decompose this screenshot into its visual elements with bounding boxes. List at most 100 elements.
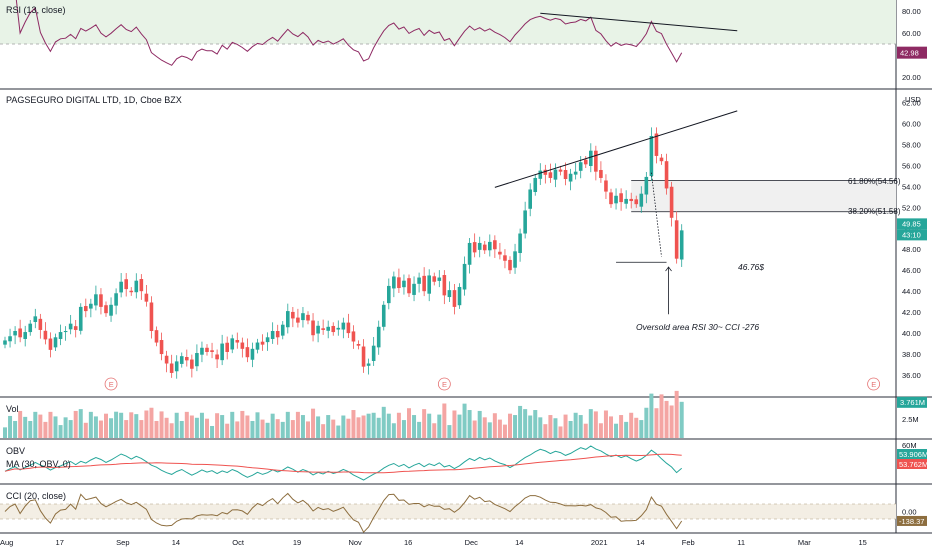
volume-bar — [482, 417, 487, 438]
price-tick-label: 46.00 — [902, 266, 921, 275]
volume-pane[interactable] — [3, 390, 684, 438]
obv-pane[interactable] — [4, 445, 683, 481]
volume-bar — [194, 417, 199, 438]
obv-last-value: 53.906M — [899, 450, 928, 459]
candle-body — [609, 192, 613, 205]
candle-body — [553, 169, 558, 180]
volume-bar — [654, 408, 659, 438]
volume-bar — [664, 400, 669, 438]
volume-bar — [28, 420, 33, 438]
candle-body — [488, 241, 492, 251]
rsi-pane[interactable] — [0, 0, 896, 66]
candle-body — [159, 340, 164, 355]
cci-last-badge — [897, 515, 927, 526]
candle-body — [240, 342, 245, 349]
volume-bar — [442, 403, 447, 438]
candle-body — [164, 355, 169, 364]
volume-bar — [477, 410, 482, 438]
volume-bar — [109, 418, 114, 438]
cci-line — [4, 492, 683, 534]
volume-bar — [513, 415, 518, 438]
x-tick-label: 14 — [515, 538, 523, 547]
volume-bar — [538, 417, 543, 438]
volume-bar — [326, 415, 331, 438]
price-tick-label: 42.00 — [902, 308, 921, 317]
volume-bar — [614, 423, 619, 438]
x-tick-label: Sep — [116, 538, 129, 547]
rsi-last-badge — [897, 46, 927, 59]
volume-bar — [124, 420, 129, 438]
volume-bar — [644, 407, 649, 438]
volume-bar — [422, 409, 427, 438]
candle-body — [195, 353, 199, 367]
volume-bar — [492, 413, 497, 438]
volume-bar — [275, 419, 280, 438]
volume-bar — [48, 411, 53, 438]
candle-body — [619, 193, 623, 203]
x-tick-label: Dec — [465, 538, 479, 547]
volume-bar — [467, 410, 472, 438]
x-tick-label: Feb — [682, 538, 695, 547]
candle-body — [250, 348, 255, 360]
candle-body — [301, 313, 305, 321]
volume-last-value: 3.761M — [900, 398, 925, 407]
x-tick-label: Aug — [0, 538, 13, 547]
volume-bar — [321, 424, 326, 438]
volume-bar — [144, 410, 149, 438]
candle-body — [528, 189, 532, 209]
volume-bar — [588, 409, 593, 438]
candle-body — [270, 331, 275, 339]
cci-pane[interactable] — [0, 492, 896, 534]
volume-bar — [371, 412, 376, 438]
candle-body — [589, 150, 593, 167]
volume-bar — [250, 420, 255, 438]
volume-bar — [629, 412, 634, 438]
volume-bar — [179, 420, 184, 438]
obv-tick-label: 60M — [902, 441, 917, 450]
candle-body — [28, 323, 33, 333]
volume-bar — [528, 415, 533, 438]
volume-bar — [472, 420, 477, 438]
candle-body — [291, 311, 295, 319]
candle-body — [84, 306, 88, 312]
volume-bar — [401, 420, 406, 438]
annotation-arrowhead — [665, 266, 672, 272]
candle-body — [139, 279, 144, 292]
volume-bar — [98, 420, 103, 438]
candle-body — [210, 350, 214, 352]
countdown-value: 43:10 — [902, 230, 921, 239]
candle-body — [185, 357, 189, 361]
volume-bar — [88, 411, 93, 438]
last-price-badge — [897, 218, 927, 230]
candle-body — [38, 318, 43, 330]
rsi-line — [15, 0, 683, 66]
volume-bar — [341, 415, 346, 438]
candle-body — [664, 161, 669, 189]
volume-bar — [543, 424, 548, 438]
drop-dotted-line — [651, 172, 662, 257]
price-title: PAGSEGURO DIGITAL LTD, 1D, Cboe BZX — [6, 95, 182, 105]
price-tick-label: 36.00 — [902, 371, 921, 380]
candle-body — [583, 159, 588, 165]
volume-bar — [93, 416, 98, 438]
candle-body — [154, 330, 159, 343]
volume-bar — [603, 410, 608, 438]
candle-body — [73, 326, 78, 330]
volume-bar — [497, 419, 502, 438]
volume-bar — [346, 418, 351, 438]
volume-bar — [189, 415, 194, 438]
volume-bar — [184, 411, 189, 438]
candle-body — [599, 169, 603, 178]
candle-body — [629, 198, 633, 202]
candle-body — [472, 242, 477, 253]
volume-bar — [270, 413, 275, 438]
volume-bar — [437, 414, 442, 438]
rsi-tick-label: 20.00 — [902, 73, 921, 82]
volume-bar — [164, 417, 169, 438]
candle-body — [53, 337, 58, 348]
candle-body — [326, 326, 330, 331]
candle-body — [205, 347, 209, 352]
x-tick-label: 14 — [172, 538, 180, 547]
